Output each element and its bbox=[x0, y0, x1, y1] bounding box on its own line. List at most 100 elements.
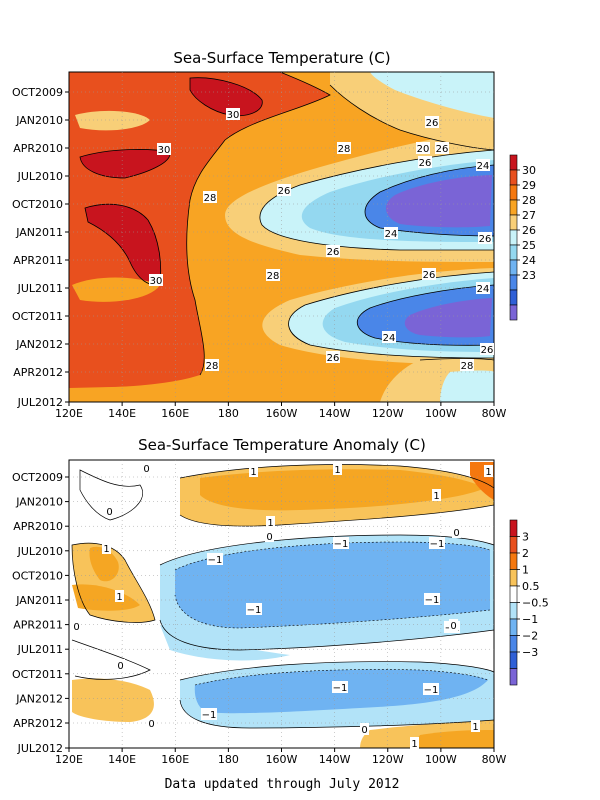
y-tick-label: JAN2010 bbox=[15, 114, 63, 127]
sst-region-23b bbox=[404, 298, 492, 338]
anomaly-contour-label: 1 bbox=[472, 722, 478, 733]
sst-contour-label: 28 bbox=[204, 193, 217, 204]
y-tick-label: APR2010 bbox=[13, 142, 63, 155]
colorbar-label: −2 bbox=[522, 630, 538, 643]
colorbar-label: 30 bbox=[522, 164, 536, 177]
anomaly-contour-label: 1 bbox=[267, 518, 273, 529]
y-tick-label: APR2011 bbox=[13, 254, 63, 267]
colorbar-swatch bbox=[509, 259, 518, 276]
sst-contour-label: 26 bbox=[419, 158, 432, 169]
anomaly-contours bbox=[71, 464, 494, 729]
anomaly-contour-label: 1 bbox=[334, 465, 340, 476]
sst-panel: Sea-Surface Temperature (C) bbox=[12, 49, 536, 420]
y-tick-label: JAN2011 bbox=[15, 226, 63, 239]
sst-region-30c bbox=[85, 204, 161, 285]
x-tick-label: 120W bbox=[372, 753, 404, 766]
y-tick-label: OCT2009 bbox=[12, 86, 63, 99]
colorbar-swatch bbox=[509, 536, 518, 554]
x-tick-label: 80W bbox=[482, 407, 507, 420]
colorbar-swatch bbox=[509, 169, 518, 186]
colorbar-swatch bbox=[509, 585, 518, 603]
anomaly-x-axis: 120E 140E 160E 180 160W 140W 120W 100W 80W bbox=[55, 748, 507, 766]
colorbar-label: 26 bbox=[522, 224, 536, 237]
sst-region-28c bbox=[69, 385, 200, 402]
anomaly-contour-label: 0 bbox=[266, 532, 272, 543]
y-tick-label: JUL2010 bbox=[17, 545, 63, 558]
anomaly-contour-label: 0 bbox=[73, 622, 79, 633]
sst-title: Sea-Surface Temperature (C) bbox=[173, 49, 390, 67]
colorbar-swatch bbox=[509, 274, 518, 291]
colorbar-label: 23 bbox=[522, 269, 536, 282]
x-tick-label: 140E bbox=[108, 753, 136, 766]
sst-x-axis: 120E 140E 160E 180 160W 140W 120W 100W 80W bbox=[55, 402, 507, 420]
anomaly-contour-labels: 1 1 1 1 1 0 0 1 1 0 0 −1 −1 −1 −1 −1 −1 … bbox=[72, 462, 493, 750]
colorbar-swatch bbox=[509, 668, 518, 686]
anomaly-contour-label: 0 bbox=[450, 621, 456, 632]
anomaly-contour-label: 1 bbox=[433, 491, 439, 502]
y-tick-label: OCT2010 bbox=[12, 198, 63, 211]
x-tick-label: 140E bbox=[108, 407, 136, 420]
colorbar-swatch bbox=[509, 244, 518, 261]
y-tick-label: APR2012 bbox=[13, 717, 63, 730]
x-tick-label: 100W bbox=[425, 407, 457, 420]
sst-contour-label: 26 bbox=[436, 144, 449, 155]
colorbar-swatch bbox=[509, 289, 518, 306]
colorbar-swatch bbox=[509, 651, 518, 669]
y-tick-label: JUL2012 bbox=[17, 742, 63, 755]
colorbar-swatch bbox=[509, 199, 518, 216]
anomaly-region-warm-b bbox=[200, 469, 485, 511]
x-tick-label: 160E bbox=[161, 407, 189, 420]
anomaly-contour-label: 0 bbox=[143, 464, 149, 475]
sst-contour-label: 26 bbox=[479, 234, 492, 245]
colorbar-label: 0.5 bbox=[522, 580, 540, 593]
anomaly-contour-label: −1 bbox=[333, 683, 348, 694]
y-tick-label: JAN2012 bbox=[15, 338, 63, 351]
colorbar-swatch bbox=[509, 519, 518, 537]
colorbar-label: 1 bbox=[522, 564, 529, 577]
sst-region-26d bbox=[440, 370, 494, 402]
y-tick-label: JUL2011 bbox=[17, 643, 63, 656]
colorbar-swatch bbox=[509, 635, 518, 653]
y-tick-label: OCT2010 bbox=[12, 569, 63, 582]
colorbar-label: 28 bbox=[522, 194, 536, 207]
sst-field bbox=[69, 72, 494, 402]
sst-colorbar: 30 29 28 27 26 25 24 23 bbox=[509, 154, 536, 321]
sst-contour-label: 26 bbox=[278, 186, 291, 197]
sst-contour-label: 28 bbox=[267, 271, 280, 282]
anomaly-colorbar: 3 2 1 0.5 −0.5 −1 −2 −3 bbox=[509, 519, 549, 686]
y-tick-label: JUL2012 bbox=[17, 396, 63, 409]
colorbar-swatch bbox=[509, 229, 518, 246]
anomaly-contour-label: 0 bbox=[361, 725, 367, 736]
colorbar-label: −3 bbox=[522, 646, 538, 659]
anomaly-panel: Sea-Surface Temperature Anomaly (C) bbox=[12, 436, 549, 766]
colorbar-swatch bbox=[509, 304, 518, 321]
colorbar-label: 3 bbox=[522, 531, 529, 544]
y-tick-label: JUL2010 bbox=[17, 170, 63, 183]
sst-contour-label: 24 bbox=[477, 284, 490, 295]
anomaly-gridlines bbox=[69, 460, 494, 748]
x-tick-label: 140W bbox=[319, 407, 351, 420]
sst-contour-label: 26 bbox=[481, 345, 494, 356]
y-tick-label: APR2010 bbox=[13, 520, 63, 533]
sst-contour-label: 28 bbox=[338, 144, 351, 155]
anomaly-contour-label: −1 bbox=[424, 685, 439, 696]
anomaly-contour-label: 0 bbox=[453, 528, 459, 539]
colorbar-swatch bbox=[509, 154, 518, 171]
sst-y-axis: OCT2009 JAN2010 APR2010 JUL2010 OCT2010 JAN20… bbox=[12, 86, 69, 409]
x-tick-label: 140W bbox=[319, 753, 351, 766]
sst-region-23a bbox=[385, 175, 492, 228]
colorbar-label: 24 bbox=[522, 254, 536, 267]
anomaly-contour-label: 1 bbox=[103, 544, 109, 555]
sst-contour-label: 24 bbox=[385, 229, 398, 240]
x-tick-label: 160W bbox=[266, 753, 298, 766]
sst-contour-label: 30 bbox=[150, 276, 163, 287]
colorbar-swatch bbox=[509, 214, 518, 231]
sst-contour-label: 26 bbox=[327, 247, 340, 258]
y-tick-label: JAN2012 bbox=[15, 692, 63, 705]
y-tick-label: OCT2011 bbox=[12, 668, 63, 681]
x-tick-label: 180 bbox=[218, 753, 239, 766]
anomaly-region-warm-f bbox=[72, 678, 154, 722]
sst-contour-label: 30 bbox=[227, 110, 240, 121]
sst-region-30a bbox=[190, 77, 263, 116]
